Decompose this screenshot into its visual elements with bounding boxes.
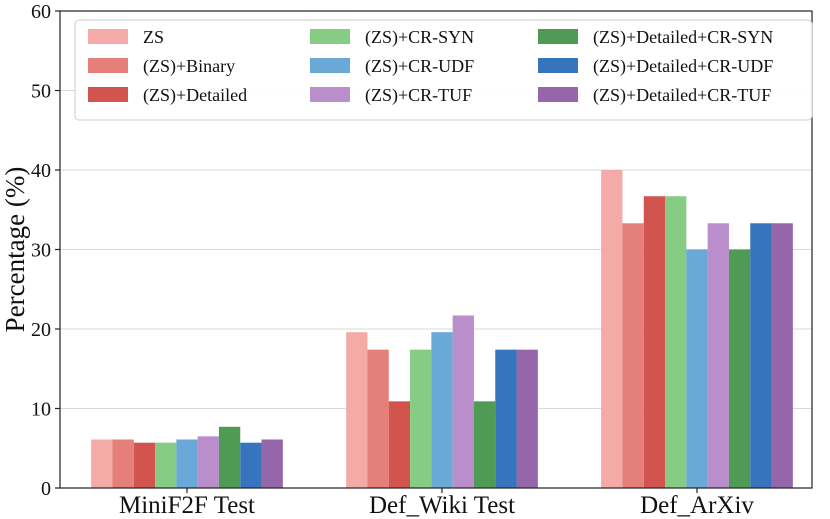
bar-3-5 (686, 249, 708, 488)
bar-3-8 (750, 223, 772, 488)
bar-1-6 (197, 436, 219, 488)
legend-label: (ZS)+Detailed+CR-TUF (593, 85, 771, 106)
legend: ZS (ZS)+Binary (ZS)+Detailed (ZS)+CR-SYN (ZS… (74, 19, 813, 121)
bar-1-9 (261, 439, 283, 488)
bar-3-3 (643, 196, 666, 489)
y-tick-label: 40 (31, 160, 51, 182)
x-tick-label: Def_Wiki Test (369, 492, 515, 519)
bar-1-3 (133, 442, 156, 488)
bar-2-3 (388, 401, 411, 488)
bar-3-9 (771, 223, 793, 488)
bar-1-4 (155, 442, 177, 488)
bar-1-5 (176, 439, 198, 488)
x-tick-label: MiniF2F Test (119, 492, 255, 519)
legend-swatch (310, 87, 350, 102)
legend-label: (ZS)+CR-SYN (365, 27, 474, 48)
axes-layer: 0 10 20 30 40 50 60 MiniF2F Test Def_Wiki Test De… (31, 1, 754, 519)
bars-layer (91, 170, 793, 489)
y-tick-label: 20 (31, 319, 51, 341)
bar-3-6 (707, 223, 729, 488)
legend-label: ZS (143, 27, 164, 47)
legend-swatch (538, 58, 578, 73)
bar-2-4 (410, 349, 432, 488)
y-tick-label: 0 (41, 478, 51, 500)
bar-3-4 (665, 196, 687, 489)
bar-2-9 (516, 349, 538, 488)
bar-3-1 (601, 170, 623, 488)
bar-1-2 (112, 439, 134, 488)
legend-swatch (88, 29, 128, 44)
y-tick-label: 60 (31, 1, 51, 23)
bar-2-7 (473, 401, 496, 488)
legend-swatch (88, 58, 128, 73)
bar-2-6 (452, 315, 474, 488)
bar-1-1 (91, 439, 113, 488)
y-axis-label: Percentage (%) (0, 167, 30, 333)
y-tick-label: 50 (31, 81, 51, 103)
legend-swatch (538, 87, 578, 102)
legend-label: (ZS)+CR-TUF (365, 85, 472, 106)
bar-2-2 (367, 349, 389, 488)
legend-swatch (310, 29, 350, 44)
bar-3-2 (622, 223, 644, 488)
bar-2-5 (431, 332, 453, 488)
bar-1-8 (240, 442, 262, 488)
legend-swatch (310, 58, 350, 73)
legend-label: (ZS)+Detailed+CR-SYN (593, 27, 773, 48)
legend-label: (ZS)+Detailed (143, 85, 247, 106)
bar-2-8 (495, 349, 517, 488)
bar-2-1 (346, 332, 368, 488)
bar-3-7 (728, 249, 751, 488)
x-tick-label: Def_ArXiv (640, 492, 754, 519)
legend-swatch (538, 29, 578, 44)
legend-label: (ZS)+Binary (143, 56, 235, 77)
y-tick-label: 30 (31, 240, 51, 262)
legend-label: (ZS)+Detailed+CR-UDF (593, 56, 773, 77)
legend-label: (ZS)+CR-UDF (365, 56, 474, 77)
legend-box (74, 19, 813, 121)
legend-swatch (88, 87, 128, 102)
y-tick-label: 10 (31, 399, 51, 421)
bar-1-7 (218, 426, 241, 488)
